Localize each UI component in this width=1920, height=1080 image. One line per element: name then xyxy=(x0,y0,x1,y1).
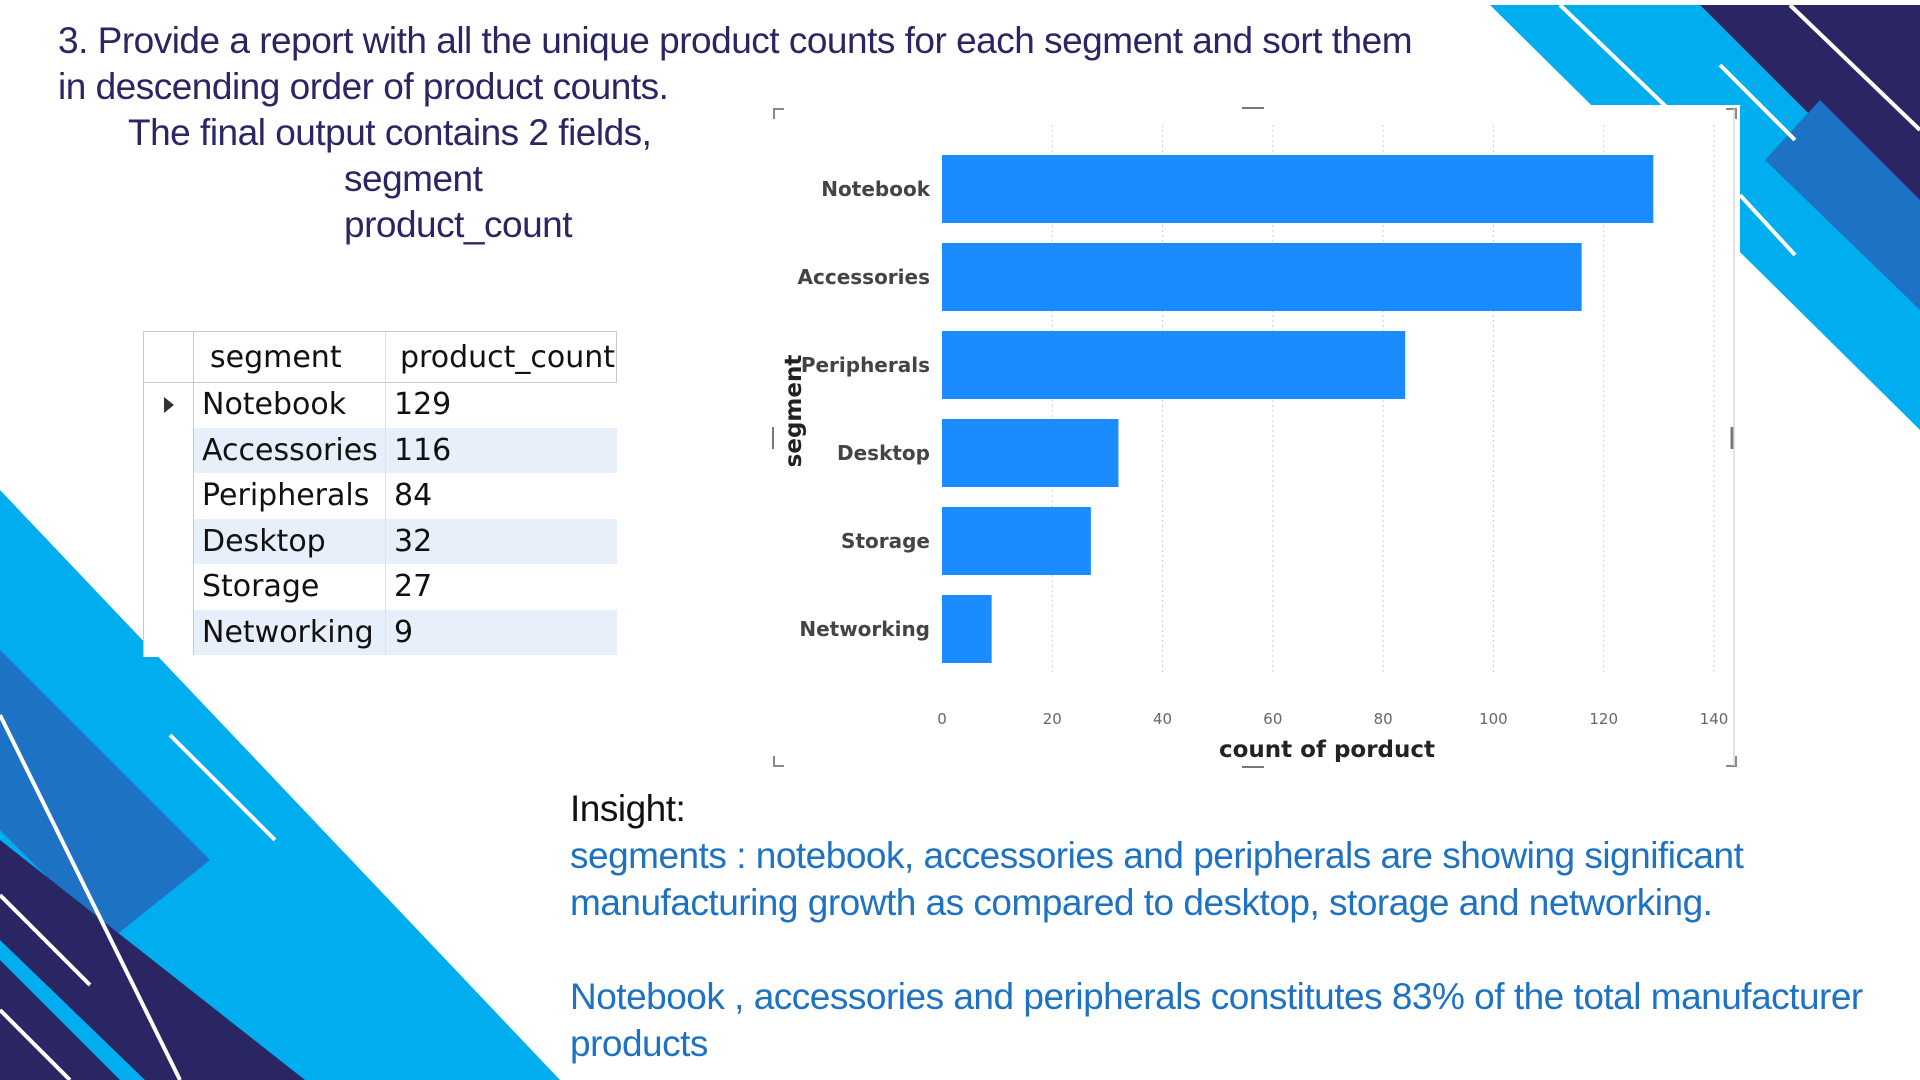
stripe-shape xyxy=(1765,100,1920,310)
stripe-line xyxy=(168,733,277,842)
stripe-line xyxy=(0,1008,72,1080)
visual-frame-corner xyxy=(773,108,784,119)
category-label: Networking xyxy=(799,617,930,641)
bar[interactable] xyxy=(942,419,1119,487)
bar[interactable] xyxy=(942,595,992,663)
question-line: The final output contains 2 fields, xyxy=(128,112,652,153)
x-tick-label: 100 xyxy=(1479,710,1508,728)
bar-chart: Notebook Accessories Peripherals Desktop Sto… xyxy=(770,105,1740,770)
question-line: 3. Provide a report with all the unique … xyxy=(58,20,1413,61)
current-row-arrow-icon xyxy=(163,396,174,413)
table-row[interactable]: Networking 9 xyxy=(144,609,617,655)
column-header-product-count[interactable]: product_count xyxy=(386,332,617,382)
category-label: Notebook xyxy=(821,177,930,201)
insight-title: Insight: xyxy=(570,788,686,829)
stripe-shape xyxy=(0,840,305,1080)
x-tick-label: 120 xyxy=(1589,710,1618,728)
question-line: in descending order of product counts. xyxy=(58,66,669,107)
stripe-line xyxy=(0,893,92,987)
x-tick-label: 140 xyxy=(1700,710,1729,728)
cell-product-count[interactable]: 84 xyxy=(394,478,433,514)
table-row[interactable]: Accessories 116 xyxy=(144,427,617,473)
insight-section: Insight: segments : notebook, accessorie… xyxy=(570,785,1915,1067)
field-name-segment: segment xyxy=(344,158,483,199)
cell-product-count[interactable]: 129 xyxy=(394,387,452,423)
table-row[interactable]: Peripherals 84 xyxy=(144,473,617,519)
stripe-line xyxy=(1788,3,1920,132)
cell-product-count[interactable]: 9 xyxy=(386,609,617,655)
x-tick-label: 20 xyxy=(1043,710,1062,728)
row-selector[interactable] xyxy=(144,518,194,564)
category-label: Storage xyxy=(841,529,930,553)
stripe-line xyxy=(1718,63,1797,142)
bar-chart-visual[interactable]: Notebook Accessories Peripherals Desktop Sto… xyxy=(770,105,1740,770)
y-axis-title: segment xyxy=(781,355,807,468)
cell-product-count[interactable]: 116 xyxy=(386,427,617,473)
table-row[interactable]: Storage 27 xyxy=(144,564,617,610)
category-label: Peripherals xyxy=(801,353,930,377)
grid-header-row: segment product_count xyxy=(144,332,617,383)
table-row[interactable]: Notebook 129 xyxy=(144,382,617,428)
cell-segment[interactable]: Desktop xyxy=(194,518,386,564)
table-row[interactable]: Desktop 32 xyxy=(144,518,617,564)
cell-segment[interactable]: Storage xyxy=(194,564,386,610)
visual-frame-corner xyxy=(1726,108,1737,119)
insight-paragraph: Notebook , accessories and peripherals c… xyxy=(570,976,1863,1064)
visual-frame-corner xyxy=(1726,756,1737,767)
field-name-product-count: product_count xyxy=(344,204,573,245)
stripe-line xyxy=(1558,3,1682,122)
x-tick-label: 60 xyxy=(1263,710,1282,728)
visual-frame-corner xyxy=(773,756,784,767)
row-selector[interactable] xyxy=(144,382,194,428)
cell-segment[interactable]: Peripherals xyxy=(194,473,386,519)
question-text: 3. Provide a report with all the unique … xyxy=(58,18,1478,248)
category-label: Desktop xyxy=(837,441,930,465)
stripe-shape xyxy=(0,490,560,1080)
stripe-shape xyxy=(0,650,210,940)
bars xyxy=(942,155,1654,663)
row-selector[interactable] xyxy=(144,564,194,610)
cell-segment[interactable]: Accessories xyxy=(194,427,386,473)
stripe-shape xyxy=(0,960,120,1080)
bar[interactable] xyxy=(942,155,1654,223)
bar[interactable] xyxy=(942,243,1582,311)
tick-labels: 0 20 40 60 80 100 120 140 xyxy=(937,710,1728,728)
stripe-line xyxy=(0,714,182,1080)
category-label: Accessories xyxy=(798,265,931,289)
bar[interactable] xyxy=(942,331,1406,399)
row-selector[interactable] xyxy=(144,473,194,519)
row-selector[interactable] xyxy=(144,609,194,655)
stripe-line xyxy=(1738,193,1797,257)
x-tick-label: 80 xyxy=(1374,710,1393,728)
x-tick-label: 40 xyxy=(1153,710,1172,728)
bar[interactable] xyxy=(942,507,1091,575)
row-selector-header[interactable] xyxy=(144,332,194,382)
result-grid: segment product_count Notebook 129 Acces… xyxy=(143,331,617,657)
cell-segment[interactable]: Networking xyxy=(194,609,386,655)
column-header-segment[interactable]: segment xyxy=(194,332,386,382)
cell-product-count[interactable]: 32 xyxy=(386,518,617,564)
x-axis-title: count of porduct xyxy=(1219,737,1435,763)
x-tick-label: 0 xyxy=(937,710,947,728)
category-labels: Notebook Accessories Peripherals Desktop Sto… xyxy=(798,177,931,641)
row-selector[interactable] xyxy=(144,427,194,473)
insight-paragraph: segments : notebook, accessories and per… xyxy=(570,835,1744,923)
cell-product-count[interactable]: 27 xyxy=(394,569,433,605)
cell-segment[interactable]: Notebook xyxy=(194,382,386,428)
